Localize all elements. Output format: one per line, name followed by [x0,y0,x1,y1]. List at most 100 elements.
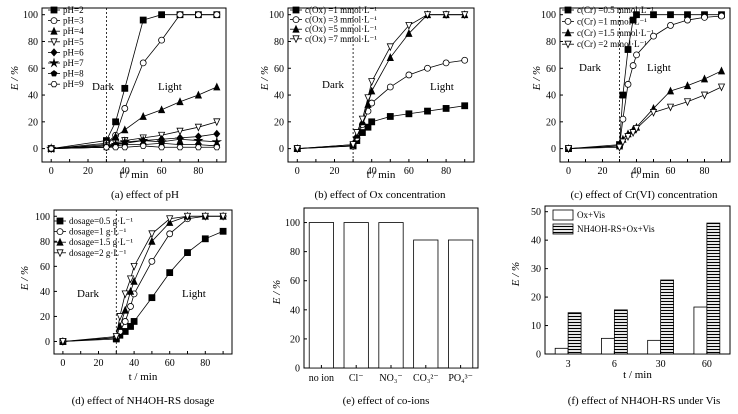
legend-label: NH4OH-RS+Ox+Vis [577,224,655,234]
data-point [126,275,135,284]
y-tick-label: 20 [28,117,38,128]
data-point [684,16,691,24]
x-tick-label: 40 [120,166,130,177]
light-annotation: Light [430,81,454,93]
y-tick-label: 0 [536,350,541,361]
data-point [121,290,129,299]
legend-marker [50,48,58,57]
data-point [213,144,221,151]
data-point [615,143,624,152]
data-point [683,81,692,90]
legend-label: c(Ox) =1 mmol·L⁻¹ [305,5,377,15]
data-point [194,123,203,132]
legend-label: dosage=1 g·L⁻¹ [69,227,127,237]
data-point [564,145,573,154]
plot-frame [53,209,233,355]
x-tick-label: 3 [566,359,571,370]
x-tick-label: 0 [49,166,54,177]
y-axis-label: E / % [19,266,31,291]
x-tick-label: 60 [404,166,414,177]
data-point [624,133,632,142]
data-point [405,22,413,30]
data-point [650,11,657,19]
legend-marker [564,28,572,37]
data-point [368,78,376,87]
data-point [213,118,221,127]
panel-caption: (a) effect of pH [111,189,179,201]
y-tick-label: 60 [28,64,38,75]
y-tick-label: 100 [541,10,556,21]
legend-swatch [552,209,574,221]
data-point [176,11,184,19]
data-point [405,28,413,37]
legend-swatch [552,223,574,235]
x-tick-label: 40 [129,358,139,369]
series-4 [293,11,469,154]
x-tick-label: 30 [656,359,666,370]
legend-marker [56,217,64,225]
y-tick-label: 40 [40,287,50,298]
data-point [174,133,186,144]
data-point [47,145,55,152]
data-point [139,16,147,24]
data-point [442,59,450,67]
data-point [59,338,67,346]
series-2 [565,12,725,153]
y-tick-label: 40 [290,305,300,316]
data-point [112,333,120,341]
legend-label: c(Cr) =1.5 mmol·L⁻¹ [577,28,654,38]
dark-annotation: Dark [92,81,114,93]
data-point [717,83,726,92]
series-1 [293,102,469,153]
data-point [219,212,227,221]
legend-label: pH=7 [63,58,84,68]
y-tick-label: 60 [546,64,556,75]
x-tick-label: 80 [441,166,451,177]
y-axis-label: E / % [9,66,21,91]
legend-label: pH=5 [63,37,84,47]
x-tick-label: 40 [632,166,642,177]
legend-marker [50,26,58,35]
x-axis-label: t / min [631,169,660,181]
chart-panel-e: 0 20 40 60 80 100 E / % no ion Cl⁻ NO₃⁻ CO₃²⁻ PO₄³⁻… [271,207,479,407]
data-point [158,36,166,44]
data-point [701,13,708,21]
y-tick-label: 80 [274,37,284,48]
y-tick-label: 0 [295,364,300,375]
bar [378,222,404,369]
dark-annotation: Dark [322,79,344,91]
series-4 [59,212,227,346]
y-tick-label: 100 [35,212,50,223]
legend-label: Ox+Vis [577,210,606,220]
y-tick-label: 20 [40,312,50,323]
y-tick-label: 60 [290,276,300,287]
bar [647,339,662,355]
data-point [130,318,138,325]
data-point [461,11,469,20]
data-point [112,144,120,151]
legend-label: dosage=2 g·L⁻¹ [69,248,127,258]
y-tick-label: 40 [28,91,38,102]
y-tick-label: 20 [546,117,556,128]
data-point [176,144,184,151]
data-point [633,11,640,19]
plot-frame [544,205,731,355]
data-point [717,66,726,75]
data-point [116,313,124,321]
legend-marker [50,81,58,88]
series-6 [45,133,223,154]
data-point [139,112,147,120]
data-point [194,144,202,151]
data-point [158,144,166,151]
data-point [127,303,134,310]
data-point [102,144,110,151]
bar [308,222,334,369]
data-point [130,262,138,271]
x-tick-label: 20 [330,166,340,177]
data-point [461,56,469,64]
data-point [112,118,119,126]
data-point [386,43,394,52]
x-tick-label: 80 [193,166,203,177]
data-point [405,71,413,79]
y-tick-label: 60 [40,262,50,273]
